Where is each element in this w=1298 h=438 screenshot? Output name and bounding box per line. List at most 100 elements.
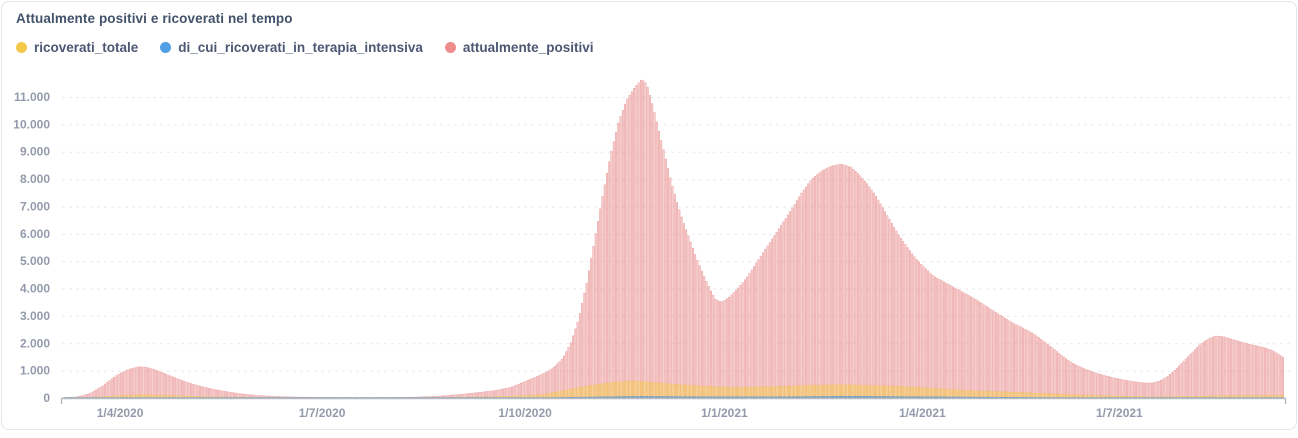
bar[interactable] xyxy=(674,384,675,398)
bar[interactable] xyxy=(624,381,625,398)
bar[interactable] xyxy=(620,397,621,398)
bar[interactable] xyxy=(991,309,992,398)
bar[interactable] xyxy=(975,299,976,398)
bar[interactable] xyxy=(615,382,616,398)
bar[interactable] xyxy=(986,306,987,398)
bar[interactable] xyxy=(905,387,906,398)
bar[interactable] xyxy=(889,386,890,398)
bar[interactable] xyxy=(708,286,709,398)
bar[interactable] xyxy=(665,396,666,398)
bar[interactable] xyxy=(746,277,747,398)
bar[interactable] xyxy=(789,386,790,398)
bar[interactable] xyxy=(1160,380,1161,398)
bar[interactable] xyxy=(651,104,652,399)
bar[interactable] xyxy=(145,367,146,398)
bar[interactable] xyxy=(771,387,772,398)
bar[interactable] xyxy=(979,302,980,398)
bar[interactable] xyxy=(819,173,820,398)
bar[interactable] xyxy=(672,397,673,399)
bar[interactable] xyxy=(697,386,698,398)
bar[interactable] xyxy=(880,396,881,398)
bar[interactable] xyxy=(801,193,802,398)
bar[interactable] xyxy=(579,313,580,398)
bar[interactable] xyxy=(649,396,650,398)
bar[interactable] xyxy=(762,253,763,398)
bar[interactable] xyxy=(805,187,806,398)
bar[interactable] xyxy=(1056,351,1057,398)
bar[interactable] xyxy=(1239,342,1240,398)
bar[interactable] xyxy=(866,385,867,398)
bar[interactable] xyxy=(735,290,736,398)
bar[interactable] xyxy=(1133,382,1134,398)
bar[interactable] xyxy=(1081,368,1082,398)
bar[interactable] xyxy=(674,397,675,398)
bar[interactable] xyxy=(909,251,910,398)
bar[interactable] xyxy=(676,384,677,398)
bar[interactable] xyxy=(195,385,196,398)
bar[interactable] xyxy=(1183,361,1184,398)
bar[interactable] xyxy=(848,385,849,398)
bar[interactable] xyxy=(780,386,781,398)
bar[interactable] xyxy=(866,396,867,398)
bar[interactable] xyxy=(622,396,623,398)
bar[interactable] xyxy=(862,178,863,398)
bar[interactable] xyxy=(884,212,885,398)
bar[interactable] xyxy=(172,377,173,398)
bar[interactable] xyxy=(611,397,612,398)
bar[interactable] xyxy=(803,397,804,398)
bar[interactable] xyxy=(706,386,707,398)
bar[interactable] xyxy=(796,397,797,398)
bar[interactable] xyxy=(1267,349,1268,398)
bar[interactable] xyxy=(638,83,639,398)
bar[interactable] xyxy=(857,173,858,398)
bar[interactable] xyxy=(1262,347,1263,398)
bar[interactable] xyxy=(183,381,184,398)
bar[interactable] xyxy=(798,386,799,398)
bar[interactable] xyxy=(839,164,840,398)
bar[interactable] xyxy=(1172,372,1173,398)
bar[interactable] xyxy=(1009,321,1010,398)
bar[interactable] xyxy=(1167,376,1168,398)
bar[interactable] xyxy=(878,396,879,398)
bar[interactable] xyxy=(563,391,564,399)
bar[interactable] xyxy=(898,397,899,398)
bar[interactable] xyxy=(624,104,625,398)
bar[interactable] xyxy=(688,236,689,398)
bar[interactable] xyxy=(645,396,646,398)
bar[interactable] xyxy=(930,388,931,398)
bar[interactable] xyxy=(765,387,766,398)
bar[interactable] xyxy=(724,300,725,398)
bar[interactable] xyxy=(690,397,691,398)
bar[interactable] xyxy=(602,196,603,398)
bar[interactable] xyxy=(993,311,994,398)
bar[interactable] xyxy=(819,385,820,398)
bar[interactable] xyxy=(921,387,922,398)
bar[interactable] xyxy=(638,396,639,398)
bar[interactable] xyxy=(905,244,906,398)
bar[interactable] xyxy=(830,396,831,398)
bar[interactable] xyxy=(1147,383,1148,398)
bar[interactable] xyxy=(606,383,607,398)
bar[interactable] xyxy=(667,396,668,398)
bar[interactable] xyxy=(848,167,849,398)
bar[interactable] xyxy=(595,234,596,398)
bar[interactable] xyxy=(760,256,761,398)
bar[interactable] xyxy=(1004,318,1005,398)
bar[interactable] xyxy=(756,387,757,398)
bar[interactable] xyxy=(1235,340,1236,398)
bar[interactable] xyxy=(977,301,978,398)
bar[interactable] xyxy=(1260,347,1261,398)
bar[interactable] xyxy=(810,396,811,398)
bar[interactable] xyxy=(557,392,558,398)
bar[interactable] xyxy=(1219,336,1220,398)
bar[interactable] xyxy=(683,397,684,398)
bar[interactable] xyxy=(787,397,788,398)
bar[interactable] xyxy=(163,373,164,398)
bar[interactable] xyxy=(633,381,634,398)
bar[interactable] xyxy=(609,162,610,398)
bar[interactable] xyxy=(701,271,702,398)
bar[interactable] xyxy=(590,258,591,398)
bar[interactable] xyxy=(796,386,797,398)
bar[interactable] xyxy=(143,367,144,398)
bar[interactable] xyxy=(798,197,799,398)
